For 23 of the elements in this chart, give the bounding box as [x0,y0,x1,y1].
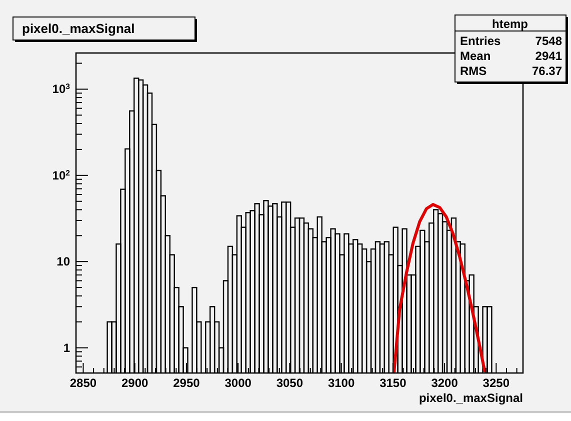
text: htemp [492,17,528,31]
y-tick-label: 1 [63,340,70,355]
text: 76.37 [532,64,562,78]
y-tick-label: 10 [56,254,70,269]
x-tick-label: 2900 [121,376,149,390]
text: 7548 [535,34,562,48]
x-tick-label: 2950 [173,376,200,390]
x-tick-label: 3200 [431,376,458,390]
text: 2941 [535,49,562,63]
x-tick-label: 2850 [70,376,97,390]
x-tick-label: 3000 [224,376,252,390]
annotation: RMS [460,64,487,78]
x-axis-title: pixel0._maxSignal [418,391,523,405]
x-tick-label: 3150 [380,376,407,390]
x-tick-label: 3250 [482,376,510,390]
x-tick-label: 3050 [276,376,304,390]
line-series [392,202,486,373]
annotation: Mean [460,49,491,63]
x-tick-label: 3100 [328,376,355,390]
y-tick-label: 10$^{3}$ [52,82,71,96]
chart-title: pixel0._maxSignal [22,21,135,36]
text: Entries [460,34,502,48]
y-tick-label: 10$^{2}$ [52,168,71,182]
